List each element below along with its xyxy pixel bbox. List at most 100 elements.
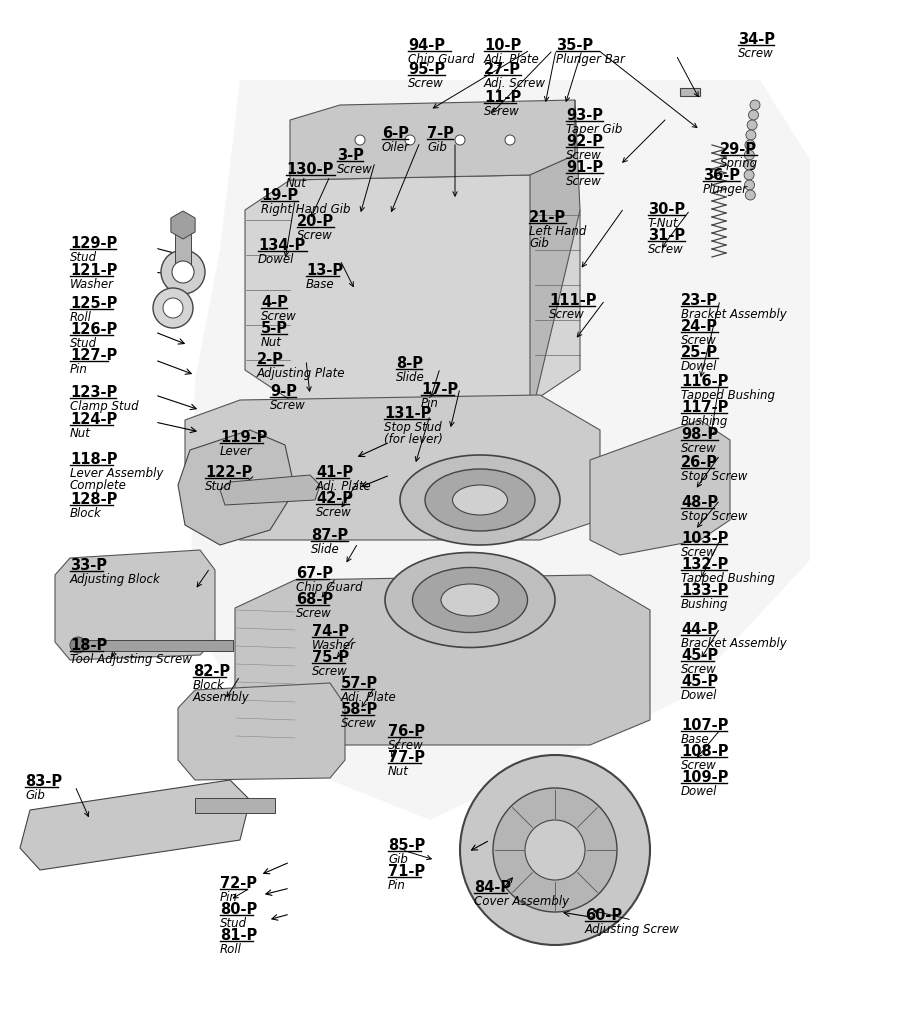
- Text: Roll: Roll: [220, 943, 242, 957]
- Ellipse shape: [400, 455, 560, 545]
- Text: Stop Stud: Stop Stud: [384, 421, 442, 434]
- Polygon shape: [20, 780, 250, 870]
- Text: Roll: Roll: [70, 311, 92, 324]
- Circle shape: [460, 755, 650, 945]
- Text: Washer: Washer: [312, 639, 356, 652]
- Text: 76-P: 76-P: [388, 724, 425, 739]
- Text: Nut: Nut: [286, 177, 307, 190]
- Text: Stud: Stud: [70, 337, 97, 351]
- Text: 67-P: 67-P: [296, 566, 333, 580]
- Text: Screw: Screw: [566, 149, 602, 162]
- Text: Dowel: Dowel: [681, 689, 717, 702]
- Text: Dowel: Dowel: [681, 360, 717, 373]
- Text: 60-P: 60-P: [585, 908, 622, 923]
- Text: Stop Screw: Stop Screw: [681, 510, 747, 523]
- Text: Pin: Pin: [388, 879, 406, 892]
- Text: 122-P: 122-P: [205, 465, 252, 480]
- Circle shape: [745, 190, 755, 200]
- Circle shape: [153, 288, 193, 328]
- Text: Stop Screw: Stop Screw: [681, 470, 747, 483]
- Text: Cover Assembly: Cover Assembly: [474, 895, 569, 909]
- Polygon shape: [55, 550, 215, 660]
- Text: Screw: Screw: [388, 739, 424, 752]
- Polygon shape: [590, 420, 730, 555]
- Ellipse shape: [453, 485, 508, 515]
- Text: Bracket Assembly: Bracket Assembly: [681, 637, 787, 650]
- Text: 30-P: 30-P: [648, 202, 685, 217]
- Text: 103-P: 103-P: [681, 531, 728, 546]
- Polygon shape: [530, 100, 580, 400]
- Text: 85-P: 85-P: [388, 838, 425, 853]
- Text: 71-P: 71-P: [388, 864, 425, 879]
- Text: Screw: Screw: [316, 506, 352, 519]
- Text: 45-P: 45-P: [681, 673, 718, 689]
- Text: Nut: Nut: [70, 427, 91, 440]
- Text: Gib: Gib: [388, 853, 408, 866]
- Polygon shape: [290, 100, 575, 180]
- Text: Chip Guard: Chip Guard: [296, 582, 363, 594]
- Circle shape: [405, 135, 415, 145]
- Text: 33-P: 33-P: [70, 558, 107, 573]
- Text: 13-P: 13-P: [306, 263, 343, 278]
- Text: 7-P: 7-P: [427, 126, 454, 141]
- Text: Screw: Screw: [549, 308, 585, 321]
- Polygon shape: [220, 475, 320, 505]
- Circle shape: [163, 298, 183, 318]
- Circle shape: [172, 261, 194, 283]
- Text: Screw: Screw: [681, 759, 716, 773]
- Text: Screw: Screw: [408, 77, 444, 90]
- Text: Complete: Complete: [70, 479, 127, 492]
- Text: 130-P: 130-P: [286, 162, 333, 177]
- Text: Screw: Screw: [566, 175, 602, 188]
- Text: Plunger Bar: Plunger Bar: [556, 53, 625, 66]
- Circle shape: [744, 160, 754, 170]
- Text: Screw: Screw: [738, 47, 774, 60]
- Text: 124-P: 124-P: [70, 412, 117, 427]
- Text: 98-P: 98-P: [681, 427, 718, 442]
- Text: 77-P: 77-P: [388, 750, 425, 765]
- Text: 128-P: 128-P: [70, 492, 117, 507]
- Text: Left Hand: Left Hand: [529, 225, 587, 238]
- Text: 27-P: 27-P: [484, 62, 521, 77]
- Text: 41-P: 41-P: [316, 465, 353, 480]
- Text: Adjusting Plate: Adjusting Plate: [257, 367, 346, 380]
- Text: Lever: Lever: [220, 446, 253, 458]
- Text: Tapped Bushing: Tapped Bushing: [681, 572, 775, 586]
- Text: 119-P: 119-P: [220, 430, 267, 445]
- Text: Pin: Pin: [220, 891, 238, 904]
- Text: Base: Base: [681, 733, 709, 746]
- Text: 45-P: 45-P: [681, 648, 718, 663]
- Ellipse shape: [412, 567, 527, 633]
- Text: 5-P: 5-P: [261, 321, 288, 336]
- Text: Assembly: Assembly: [193, 691, 250, 704]
- Text: 23-P: 23-P: [681, 293, 718, 308]
- Text: 94-P: 94-P: [408, 38, 445, 53]
- Text: Screw: Screw: [484, 105, 520, 119]
- Text: Oiler: Oiler: [382, 141, 410, 154]
- Text: Screw: Screw: [681, 334, 716, 347]
- Text: 10-P: 10-P: [484, 38, 521, 53]
- Polygon shape: [178, 430, 295, 545]
- Text: Block: Block: [70, 507, 102, 520]
- Text: 121-P: 121-P: [70, 263, 117, 278]
- Text: Bushing: Bushing: [681, 415, 728, 428]
- Text: 82-P: 82-P: [193, 664, 230, 679]
- Text: Dowel: Dowel: [258, 253, 294, 266]
- Text: 107-P: 107-P: [681, 718, 728, 733]
- Text: 44-P: 44-P: [681, 622, 718, 637]
- Ellipse shape: [441, 584, 499, 616]
- Text: 83-P: 83-P: [25, 774, 62, 789]
- Text: 3-P: 3-P: [337, 148, 364, 162]
- Text: Screw: Screw: [261, 310, 297, 323]
- Text: Chip Guard: Chip Guard: [408, 53, 474, 66]
- Text: 133-P: 133-P: [681, 583, 728, 598]
- Text: Clamp Stud: Clamp Stud: [70, 401, 139, 413]
- Text: Screw: Screw: [681, 546, 716, 559]
- Text: 31-P: 31-P: [648, 228, 685, 243]
- Text: 25-P: 25-P: [681, 345, 718, 360]
- Text: 2-P: 2-P: [257, 352, 284, 367]
- Text: 17-P: 17-P: [421, 382, 458, 397]
- Text: Stud: Stud: [70, 251, 97, 264]
- Circle shape: [161, 250, 205, 294]
- Text: 48-P: 48-P: [681, 495, 718, 510]
